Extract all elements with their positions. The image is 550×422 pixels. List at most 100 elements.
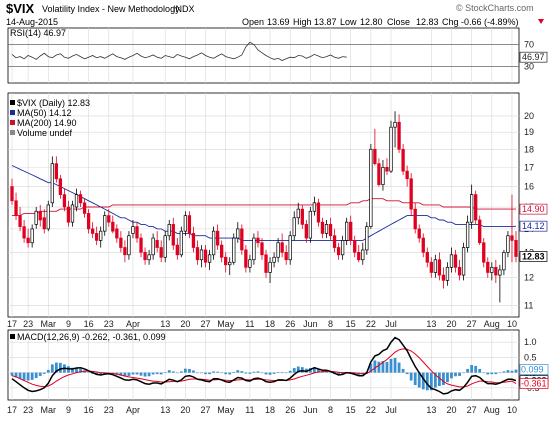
histogram-bar — [437, 372, 441, 386]
histogram-bar — [46, 369, 50, 373]
histogram-bar — [462, 372, 465, 374]
x-axis-label: 9 — [66, 319, 71, 329]
histogram-bar — [417, 372, 421, 388]
histogram-bar — [466, 368, 470, 373]
x-axis-labels-top: 17 23 Mar 9 16 23 Apr 13 20 27 May 11 18 26 Jun 8 15 22 Ju… — [7, 319, 517, 329]
macd-label-box — [519, 378, 549, 389]
x-axis-label: 11 — [245, 405, 254, 415]
x-axis-label: 18 — [265, 319, 275, 329]
histogram-bar — [377, 361, 381, 373]
price-tick-label: 18 — [524, 144, 534, 154]
high-label: High — [293, 17, 312, 27]
legend-ma200-swatch — [10, 120, 15, 125]
candle-body — [312, 202, 317, 212]
histogram-bar — [212, 371, 215, 373]
histogram-bar — [514, 369, 518, 373]
legend-vix-swatch — [10, 100, 15, 105]
candle-body — [66, 206, 71, 223]
histogram-bar — [474, 365, 478, 373]
histogram-bar — [458, 372, 461, 376]
macd-title: MACD(12,26,9) -0.262, -0.361, 0.099 — [17, 332, 166, 342]
histogram-bar — [494, 372, 498, 375]
histogram-bar — [50, 364, 54, 373]
histogram-bar — [26, 372, 30, 381]
histogram-bar — [30, 372, 34, 380]
candle-body — [30, 228, 34, 244]
price-tick-label: 20 — [524, 111, 534, 121]
x-axis-label: Jun — [303, 319, 318, 329]
x-axis-label: 22 — [366, 319, 376, 329]
histogram-bar — [268, 372, 272, 375]
candle-body — [486, 261, 490, 273]
candle-body — [409, 178, 413, 210]
legend-volume: Volume undef — [17, 128, 73, 138]
x-axis-label: 26 — [285, 405, 295, 415]
histogram-bar — [151, 372, 155, 375]
candle-body — [50, 163, 54, 204]
histogram-bar — [38, 372, 42, 376]
candle-body — [433, 259, 438, 273]
x-axis-label: 23 — [104, 405, 114, 415]
histogram-bar — [280, 372, 284, 373]
histogram-bar — [329, 372, 332, 374]
candle-body — [478, 219, 482, 244]
ma50-line — [11, 165, 517, 241]
x-axis-label: 16 — [84, 319, 94, 329]
histogram-bar — [389, 358, 393, 373]
histogram-bar — [155, 372, 159, 375]
candle-body — [111, 221, 115, 232]
candle-body — [300, 208, 304, 225]
x-axis-labels-bottom: 17 23 Mar 9 16 23 Apr 13 20 27 May 11 18 26 Jun 8 15 22 Ju… — [7, 405, 517, 415]
candle-body — [78, 194, 83, 204]
histogram-bar — [341, 372, 345, 375]
histogram-bar — [123, 372, 127, 377]
histogram-bar — [300, 367, 304, 373]
price-label-value: 14.12 — [522, 221, 545, 231]
candle-body — [469, 194, 474, 223]
histogram-bar — [450, 372, 453, 379]
symbol-title: $VIX — [6, 1, 35, 16]
histogram-bar — [183, 368, 187, 373]
macd-legend-swatch — [10, 334, 15, 339]
histogram-bar — [482, 372, 486, 374]
open-value: 13.69 — [267, 17, 290, 27]
candle-body — [276, 242, 280, 258]
candle-body — [397, 121, 401, 150]
candle-body — [34, 210, 38, 225]
high-value: 13.87 — [314, 17, 337, 27]
histogram-bar — [167, 370, 171, 373]
x-axis-label: 15 — [346, 319, 356, 329]
rsi-frame — [7, 27, 520, 84]
histogram-bar — [284, 372, 288, 374]
candle-body — [328, 224, 333, 237]
candle-body — [211, 230, 216, 256]
candle-body — [10, 186, 14, 202]
x-axis-label: Aug — [484, 319, 500, 329]
x-axis-label: Mar — [41, 405, 57, 415]
candle-body — [502, 252, 506, 271]
histogram-bar — [244, 372, 248, 374]
x-axis-label: 23 — [23, 319, 33, 329]
macd-tick-label: 1.0 — [524, 337, 537, 347]
candle-body — [260, 242, 264, 256]
histogram-bar — [188, 368, 191, 373]
candle-body — [494, 266, 498, 276]
histogram-bar — [369, 363, 373, 373]
candle-body — [119, 237, 123, 248]
candle-body — [183, 215, 188, 232]
x-axis-label: 18 — [265, 405, 275, 415]
candle-body — [163, 235, 167, 258]
price-label-box — [519, 203, 548, 215]
candle-body — [167, 224, 171, 237]
rsi-last-value: 46.97 — [522, 52, 545, 62]
candle-body — [482, 242, 486, 263]
x-axis-label: 23 — [104, 319, 114, 329]
candle-body — [389, 126, 393, 172]
macd-label-box — [519, 364, 549, 375]
x-axis-label: Apr — [126, 405, 140, 415]
histogram-bar — [381, 361, 385, 373]
candle-body — [179, 230, 183, 256]
histogram-bar — [171, 371, 175, 373]
histogram-bar — [393, 358, 397, 373]
candle-body — [203, 249, 208, 263]
